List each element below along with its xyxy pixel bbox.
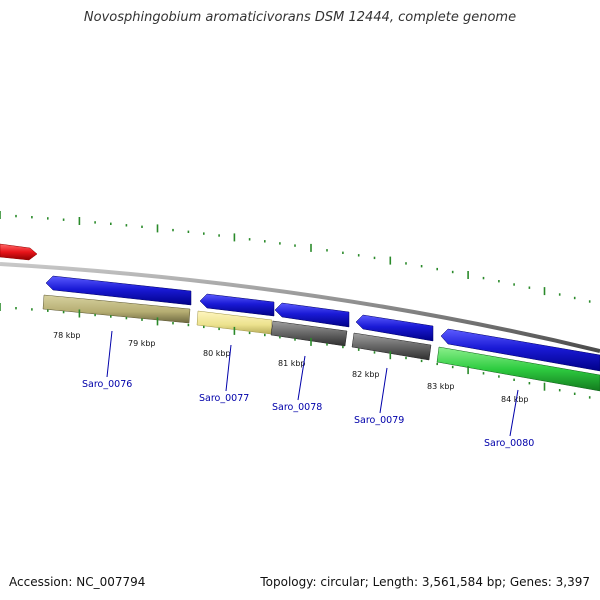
feature-bar-saro-0076 <box>42 294 191 324</box>
leader-line-saro-0078 <box>297 355 306 401</box>
ruler-tick-label: 84 kbp <box>501 395 529 404</box>
gene-label-saro-0079[interactable]: Saro_0079 <box>354 415 404 426</box>
accession-text: Accession: NC_007794 <box>9 575 146 589</box>
gene-arrow-saro-0079 <box>355 314 434 342</box>
genome-summary-text: Topology: circular; Length: 3,561,584 bp… <box>260 575 590 589</box>
ruler-tick-label: 80 kbp <box>203 349 231 358</box>
ruler-tick-label: 82 kbp <box>352 370 380 379</box>
gene-arrow-saro-0078 <box>274 302 350 328</box>
previous-gene-arrow <box>0 243 38 261</box>
ruler-tick-label: 83 kbp <box>427 382 455 391</box>
inner-tick-track <box>0 303 591 399</box>
leader-line-saro-0080 <box>509 389 519 437</box>
ruler-tick-label: 78 kbp <box>53 331 81 340</box>
map-title: Novosphingobium aromaticivorans DSM 1244… <box>83 10 517 25</box>
leader-line-saro-0079 <box>379 367 388 414</box>
ruler-tick-label: 81 kbp <box>278 359 306 368</box>
feature-bar-saro-0079 <box>351 332 432 361</box>
feature-bar-saro-0078 <box>270 320 348 347</box>
genome-backbone <box>0 262 600 353</box>
gene-label-saro-0080[interactable]: Saro_0080 <box>484 438 534 449</box>
ruler-tick-label: 79 kbp <box>128 339 156 348</box>
gene-arrow-saro-0077 <box>199 293 275 317</box>
gene-label-saro-0076[interactable]: Saro_0076 <box>82 379 132 390</box>
feature-bar-saro-0080 <box>436 346 600 392</box>
outer-tick-track <box>0 211 591 303</box>
gene-arrow-saro-0076 <box>45 275 192 306</box>
gene-arrow-saro-0080 <box>440 328 600 372</box>
leader-line-saro-0077 <box>225 344 232 392</box>
gene-label-saro-0077[interactable]: Saro_0077 <box>199 393 249 404</box>
leader-line-saro-0076 <box>106 330 113 378</box>
gene-label-saro-0078[interactable]: Saro_0078 <box>272 402 322 413</box>
